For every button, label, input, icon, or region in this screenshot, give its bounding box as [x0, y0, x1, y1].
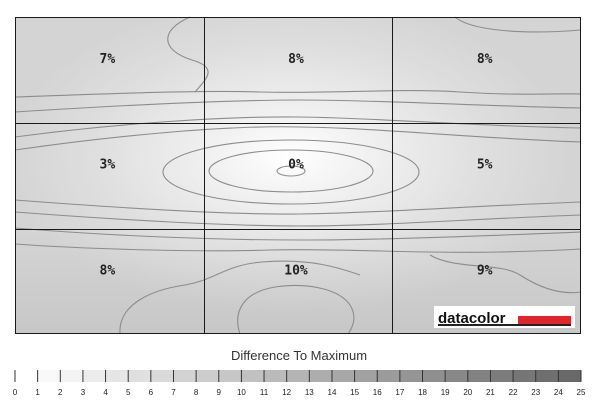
- scale-tick-label: 6: [149, 388, 154, 397]
- scale-band: [82, 370, 106, 382]
- scale-title: Difference To Maximum: [231, 348, 367, 363]
- scale-band: [196, 370, 219, 382]
- scale-tick-label: 9: [217, 388, 222, 397]
- contour-line: [14, 90, 582, 98]
- cell-label: 8%: [100, 263, 116, 278]
- scale-band: [535, 370, 559, 382]
- scale-tick-label: 4: [103, 388, 108, 397]
- scale-tick-label: 13: [305, 388, 314, 397]
- scale-tick-label: 17: [395, 388, 404, 397]
- scale-band: [558, 370, 581, 382]
- scale-band: [15, 370, 38, 382]
- contour-line: [14, 116, 582, 138]
- scale-band: [173, 370, 197, 382]
- scale-band: [105, 370, 129, 382]
- scale-tick-label: 20: [463, 388, 472, 397]
- scale-band: [218, 370, 242, 382]
- scale-band: [422, 370, 446, 382]
- cell-label: 10%: [284, 263, 308, 278]
- contour-line: [14, 243, 582, 253]
- scale-band: [286, 370, 310, 382]
- contour-line: [208, 149, 374, 193]
- contour-line: [454, 16, 582, 33]
- scale-band: [354, 370, 378, 382]
- scale-band: [513, 370, 536, 382]
- scale-band: [37, 370, 61, 382]
- cell-labels: 7% 8% 8% 3% 0% 5% 8% 10% 9%: [100, 52, 493, 278]
- contour-lines: [14, 16, 582, 335]
- cell-label: 8%: [288, 52, 304, 67]
- contour-line: [14, 126, 582, 151]
- scale-tick-label: 24: [554, 388, 563, 397]
- scale-tick-label: 1: [35, 388, 40, 397]
- contour-line: [429, 254, 582, 294]
- contour-line: [14, 99, 582, 113]
- scale-band: [331, 370, 355, 382]
- scale-tick-label: 12: [282, 388, 291, 397]
- scale-band: [399, 370, 423, 382]
- scale-band: [445, 370, 468, 382]
- cell-label: 9%: [477, 263, 493, 278]
- scale-band: [377, 370, 400, 382]
- grid: [15, 17, 581, 334]
- cell-label: 3%: [100, 158, 116, 173]
- scale-band: [241, 370, 265, 382]
- scale-tick-label: 19: [441, 388, 450, 397]
- scale-band: [60, 370, 83, 382]
- scale-band: [128, 370, 151, 382]
- scale-tick-label: 18: [418, 388, 427, 397]
- scale-tick-label: 3: [81, 388, 86, 397]
- contour-line: [14, 199, 582, 215]
- contour-line: [162, 139, 420, 205]
- scale-tick-label: 8: [194, 388, 199, 397]
- scale-tick-label: 0: [13, 388, 18, 397]
- scale-tick-label: 10: [237, 388, 246, 397]
- scale-tick-label: 23: [531, 388, 540, 397]
- datacolor-logo: datacolor: [434, 306, 575, 328]
- cell-label: 8%: [477, 52, 493, 67]
- scale-tick-label: 21: [486, 388, 495, 397]
- contour-line: [237, 284, 355, 335]
- scale-tick-label: 22: [509, 388, 518, 397]
- scale-tick-label: 15: [350, 388, 359, 397]
- scale-tick-label: 2: [58, 388, 63, 397]
- scale-tick-label: 7: [171, 388, 176, 397]
- contour-line: [119, 260, 361, 335]
- logo-underline: [438, 324, 571, 326]
- contour-line: [276, 165, 306, 177]
- color-scale: 0 1 2 3 4 5 6 7 8 9 10 11 12 13 14 15 16 17 18 19 20 21 22 23 24…: [13, 370, 586, 397]
- cell-label: 7%: [100, 52, 116, 67]
- cell-label: 0%: [288, 158, 304, 173]
- contour-line: [14, 227, 582, 241]
- contour-line: [14, 211, 582, 227]
- logo-bar: [518, 316, 571, 324]
- scale-tick-label: 25: [577, 388, 586, 397]
- scale-tick-label: 5: [126, 388, 131, 397]
- logo-text: datacolor: [438, 310, 506, 327]
- scale-band: [467, 370, 491, 382]
- scale-tick-label: 11: [260, 388, 269, 397]
- scale-tick-label: 14: [328, 388, 337, 397]
- scale-tick-label: 16: [373, 388, 382, 397]
- scale-band: [264, 370, 287, 382]
- cell-label: 5%: [477, 158, 493, 173]
- scale-band: [309, 370, 332, 382]
- grid-border: [15, 17, 581, 334]
- scale-band: [490, 370, 514, 382]
- scale-band: [150, 370, 174, 382]
